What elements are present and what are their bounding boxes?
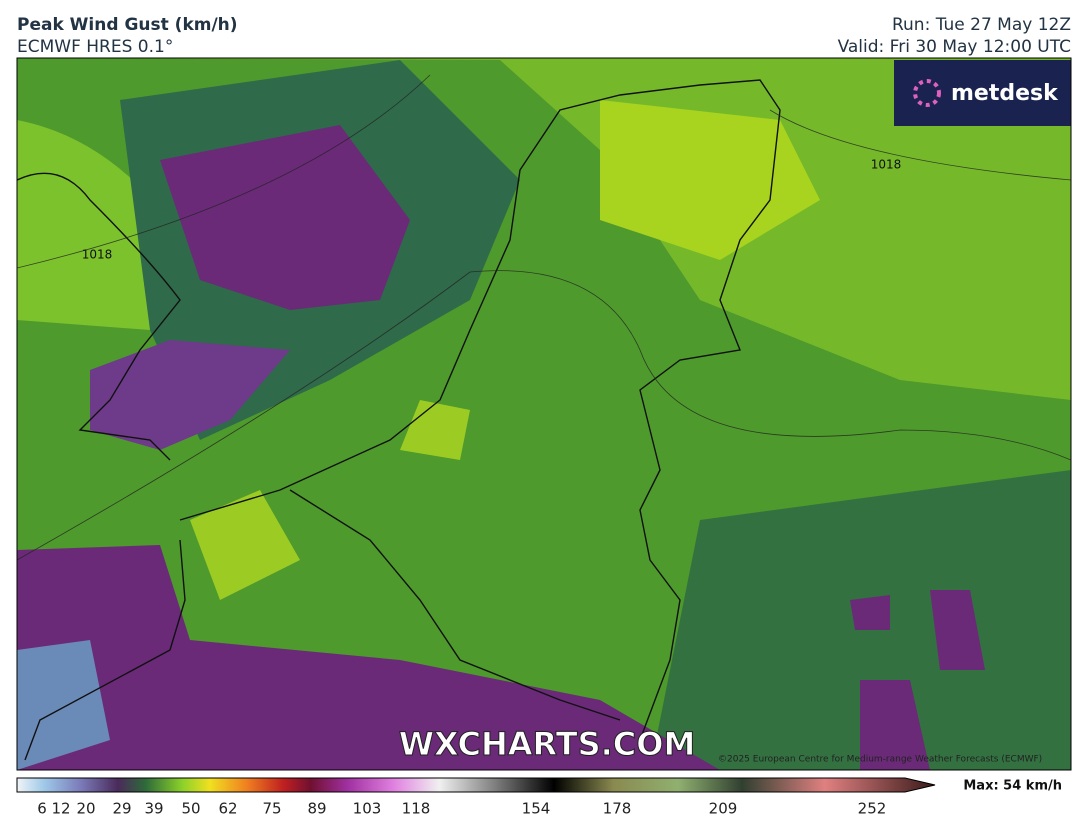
- colorbar-ticks: 6 12 20 29 39 50 62 75 89 103 118 154 178 209 252: [37, 800, 886, 818]
- isobar-label: 1018: [82, 248, 113, 262]
- colorbar-tick-label: 178: [603, 800, 632, 818]
- logo: metdesk: [951, 81, 1059, 106]
- colorbar-tick-label: 154: [522, 800, 551, 818]
- valid: Valid: Fri 30 May 12:00 UTC: [838, 37, 1071, 57]
- colorbar-tick-label: 252: [858, 800, 887, 818]
- colorbar-tick-label: 20: [76, 800, 95, 818]
- colorbar-tick-label: 103: [353, 800, 382, 818]
- logo-box: [894, 60, 1071, 126]
- colorbar-tick-label: 50: [181, 800, 200, 818]
- colorbar-tick-label: 12: [51, 800, 70, 818]
- colorbar: [16, 777, 936, 793]
- model: ECMWF HRES 0.1°: [17, 37, 173, 57]
- colorbar-tick-label: 62: [218, 800, 237, 818]
- colorbar-tick-label: 89: [307, 800, 326, 818]
- title: Peak Wind Gust (km/h): [17, 15, 238, 35]
- colorbar-tick-label: 75: [262, 800, 281, 818]
- colorbar-tick-label: 209: [709, 800, 738, 818]
- colorbar-tick-label: 39: [144, 800, 163, 818]
- map: 1018 1018 metdesk WXCHARTS.COM ©2025 Eur…: [17, 58, 1071, 770]
- colorbar-tick-label: 6: [37, 800, 47, 818]
- copyright: ©2025 European Centre for Medium-range W…: [718, 755, 1042, 765]
- isobar-label: 1018: [871, 158, 902, 172]
- watermark: WXCHARTS.COM: [399, 725, 696, 763]
- run: Run: Tue 27 May 12Z: [892, 15, 1071, 35]
- max-label: Max: 54 km/h: [963, 779, 1062, 794]
- colorbar-tick-label: 29: [112, 800, 131, 818]
- colorbar-tick-label: 118: [402, 800, 431, 818]
